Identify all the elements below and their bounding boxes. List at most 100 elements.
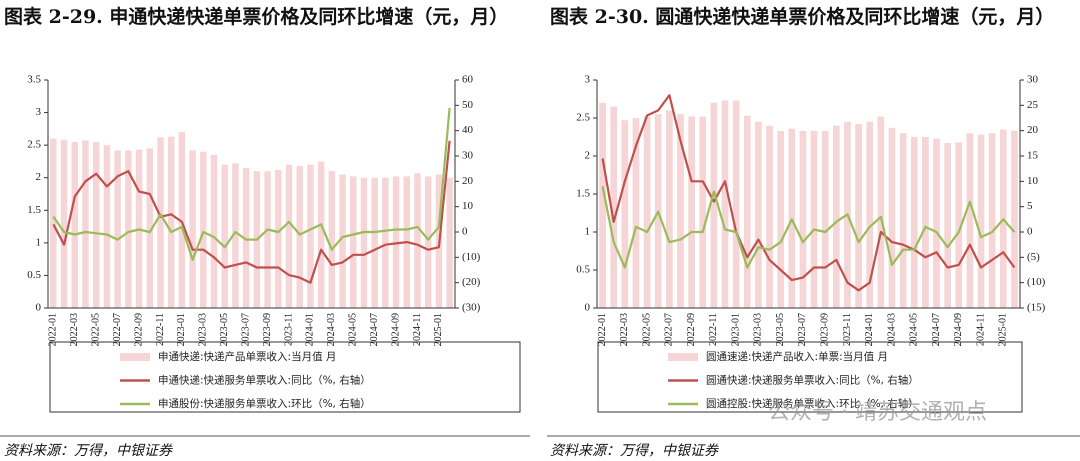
- bar: [888, 127, 896, 308]
- x-tick-label: 2022-01: [48, 313, 59, 346]
- bar: [371, 177, 378, 308]
- legend-box: [49, 341, 521, 413]
- bar: [743, 115, 751, 308]
- x-tick-label: 2022-09: [686, 313, 697, 346]
- x-tick-label: 2023-01: [730, 313, 741, 346]
- bar: [755, 121, 762, 308]
- x-tick-label: 2022-05: [641, 313, 652, 346]
- bar: [643, 116, 651, 308]
- y2-tick-label: (30): [462, 302, 481, 314]
- x-tick-label: 2023-09: [262, 313, 273, 346]
- y2-tick-label: 10: [1027, 175, 1039, 187]
- bar: [910, 137, 918, 308]
- y2-tick-label: 5: [1027, 200, 1033, 212]
- bar: [777, 130, 785, 308]
- legend-label: 申通快递:快递服务单票收入:同比（%, 右轴）: [158, 374, 371, 387]
- y2-tick-label: 0: [1027, 226, 1033, 238]
- x-tick-label: 2023-11: [842, 313, 853, 346]
- bar: [899, 133, 907, 308]
- bar: [610, 106, 618, 308]
- bar: [221, 164, 228, 308]
- line-series: [52, 140, 451, 284]
- x-tick-label: 2024-07: [931, 313, 942, 346]
- y2-tick-label: 25: [1027, 99, 1039, 111]
- y-tick-label: 0: [36, 302, 42, 314]
- y-tick-label: 2.5: [27, 139, 41, 151]
- bar: [710, 102, 718, 308]
- bar: [50, 138, 57, 308]
- bar: [167, 136, 175, 308]
- x-tick-label: 2022-11: [708, 313, 719, 346]
- x-tick-label: 2023-07: [240, 313, 251, 346]
- bar: [425, 176, 432, 308]
- y-tick-label: 2: [585, 150, 591, 162]
- bar: [977, 134, 985, 308]
- bar: [621, 120, 629, 308]
- y-tick-label: 2: [36, 171, 42, 183]
- x-tick-label: 2023-01: [176, 313, 187, 346]
- bar: [360, 177, 368, 308]
- x-tick-label: 2023-05: [219, 313, 230, 346]
- bar: [189, 150, 196, 308]
- y2-tick-label: 15: [1027, 150, 1039, 162]
- bar: [821, 130, 829, 308]
- x-tick-label: 2024-01: [864, 313, 875, 346]
- x-tick-label: 2023-11: [283, 313, 294, 346]
- legend-label: 申通快递:快递产品单票收入:当月值 月: [158, 350, 336, 363]
- x-tick-label: 2024-05: [909, 313, 920, 346]
- y2-tick-label: (10): [1027, 276, 1046, 288]
- bar: [866, 121, 874, 308]
- bar: [799, 130, 807, 308]
- bar: [200, 151, 207, 308]
- bar: [146, 148, 153, 308]
- x-tick-label: 2024-07: [369, 313, 380, 346]
- x-tick-label: 2024-05: [348, 313, 359, 346]
- bar: [242, 167, 250, 308]
- bar: [114, 150, 121, 308]
- legend-box: [597, 341, 1023, 413]
- y-tick-label: 1.5: [576, 188, 590, 200]
- bar: [446, 177, 453, 308]
- bar: [125, 150, 132, 308]
- x-tick-label: 2024-09: [953, 313, 964, 346]
- bar: [933, 138, 940, 308]
- bar: [688, 116, 695, 308]
- bar: [285, 164, 293, 308]
- bar: [955, 142, 963, 308]
- y-tick-label: 2.5: [576, 112, 590, 124]
- x-tick-label: 2025-01: [433, 313, 444, 346]
- x-tick-label: 2024-11: [412, 313, 423, 346]
- bar: [296, 165, 303, 308]
- bar: [328, 171, 336, 308]
- legend-label: 申通股份:快递服务单票收入:环比（%, 右轴）: [158, 397, 371, 410]
- x-tick-label: 2024-09: [390, 313, 401, 346]
- x-tick-label: 2023-05: [775, 313, 786, 346]
- chart-title: 图表 2-29. 申通快递快递单票价格及同环比增速（元，月）: [4, 6, 509, 28]
- bar: [944, 143, 951, 308]
- x-tick-label: 2022-03: [69, 313, 80, 346]
- bar: [732, 100, 740, 309]
- legend-label: 圆通速递:快递产品收入:单票:当月值 月: [706, 350, 888, 363]
- source-note: 资料来源：万得，中银证券: [4, 443, 172, 459]
- bar: [810, 130, 818, 308]
- y2-tick-label: (5): [1027, 251, 1040, 263]
- y2-tick-label: (10): [462, 251, 481, 263]
- x-tick-label: 2023-03: [753, 313, 764, 346]
- bar: [599, 102, 606, 308]
- y2-tick-label: 20: [1027, 124, 1039, 136]
- y2-tick-label: (15): [1027, 302, 1046, 314]
- legend-swatch: [120, 353, 150, 361]
- legend-swatch: [668, 353, 698, 361]
- y-tick-label: 0.5: [27, 269, 41, 281]
- bar: [157, 137, 164, 308]
- bar: [1011, 130, 1018, 308]
- bar: [766, 125, 773, 308]
- y-tick-label: 3.5: [27, 74, 41, 86]
- y2-tick-label: 50: [462, 99, 474, 111]
- bar: [82, 140, 89, 308]
- x-tick-label: 2023-07: [797, 313, 808, 346]
- y-tick-label: 3: [36, 106, 42, 118]
- bar: [264, 171, 271, 308]
- y2-tick-label: 0: [462, 226, 468, 238]
